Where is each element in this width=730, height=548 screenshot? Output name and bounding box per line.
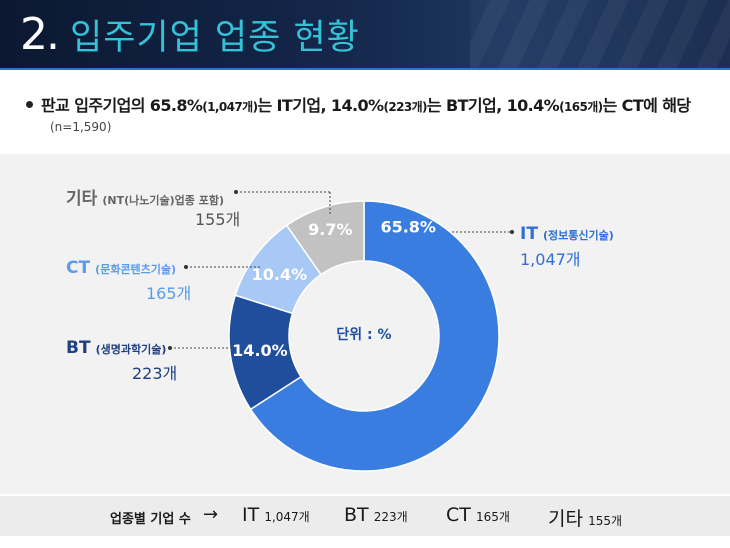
legend-label-bt: BT (생명과학기술) [66, 338, 166, 358]
leader-dot-etc [234, 190, 238, 194]
donut-chart: 65.8% 14.0% 10.4% 9.7% 단위 : % [168, 190, 514, 472]
chart-panel: 65.8% 14.0% 10.4% 9.7% 단위 : % 기타 (NT(나노기술)업… [0, 154, 730, 494]
legend-key-ct: CT [66, 258, 91, 278]
footer-item-bt: BT 223개 [344, 504, 408, 526]
legend-label-it: IT (정보통신기술) [520, 224, 614, 244]
legend-desc-etc: (NT(나노기술)업종 포함) [102, 194, 224, 207]
footer-lead-text: 업종별 기업 수 [110, 512, 191, 527]
summary-text-a: 판교 입주기업의 65.8% [41, 96, 203, 115]
donut-slice-it [249, 200, 500, 472]
leader-dot-it [510, 230, 514, 234]
footer-value-it: 1,047개 [264, 510, 310, 524]
legend-key-etc: 기타 [66, 189, 98, 209]
legend-count-etc: 155개 [195, 210, 241, 229]
bullet-icon [26, 101, 33, 108]
page-title: 입주기업 업종 현황 [70, 18, 360, 58]
summary-count-a: (1,047개) [202, 100, 258, 114]
header-decoration [470, 0, 730, 70]
footer-summary: 업종별 기업 수 → IT 1,047개 BT 223개 CT 165개 기타 … [0, 496, 730, 536]
footer-item-etc: 기타 155개 [548, 504, 622, 531]
sample-size-note: (n=1,590) [50, 120, 112, 134]
legend-desc-ct: (문화콘텐츠기술) [95, 263, 177, 276]
header-banner: 2. 입주기업 업종 현황 [0, 0, 730, 70]
footer-value-etc: 155개 [588, 514, 623, 528]
slice-value-label-ct: 10.4% [252, 265, 308, 284]
legend-label-etc: 기타 (NT(나노기술)업종 포함) [66, 184, 224, 209]
arrow-right-icon: → [203, 504, 219, 525]
footer-value-bt: 223개 [373, 510, 408, 524]
footer-item-ct: CT 165개 [446, 504, 510, 526]
footer-value-ct: 165개 [475, 510, 510, 524]
summary-count-c: (165개) [559, 100, 603, 114]
legend-count-ct: 165개 [146, 284, 192, 303]
slice-value-label-it: 65.8% [380, 218, 436, 237]
chart-center-label: 단위 : % [336, 326, 391, 343]
header-underline [0, 68, 730, 70]
summary-text-b: 는 IT기업, 14.0% [257, 96, 384, 115]
footer-key-it: IT [242, 504, 260, 526]
legend-key-bt: BT [66, 338, 91, 358]
legend-desc-it: (정보통신기술) [543, 229, 614, 242]
legend-count-bt: 223개 [132, 364, 178, 383]
footer-key-ct: CT [446, 504, 471, 526]
summary-count-b: (223개) [383, 100, 427, 114]
legend-key-it: IT [520, 224, 538, 244]
summary-text-d: 는 CT에 해당 [602, 96, 691, 115]
section-number: 2. [20, 9, 60, 60]
slice-value-label-etc: 9.7% [308, 220, 352, 239]
donut-slice-etc [285, 200, 365, 276]
leader-dot-ct [184, 265, 188, 269]
legend-desc-bt: (생명과학기술) [95, 343, 167, 356]
legend-count-it: 1,047개 [520, 250, 581, 269]
slice-value-label-bt: 14.0% [232, 341, 288, 360]
footer-key-etc: 기타 [548, 508, 583, 530]
summary-text-c: 는 BT기업, 10.4% [426, 96, 560, 115]
legend-label-ct: CT (문화콘텐츠기술) [66, 258, 176, 278]
leader-dot-bt [168, 346, 172, 350]
footer-item-it: IT 1,047개 [242, 504, 310, 526]
footer-key-bt: BT [344, 504, 369, 526]
summary-line: 판교 입주기업의 65.8%(1,047개)는 IT기업, 14.0%(223개… [26, 92, 691, 116]
